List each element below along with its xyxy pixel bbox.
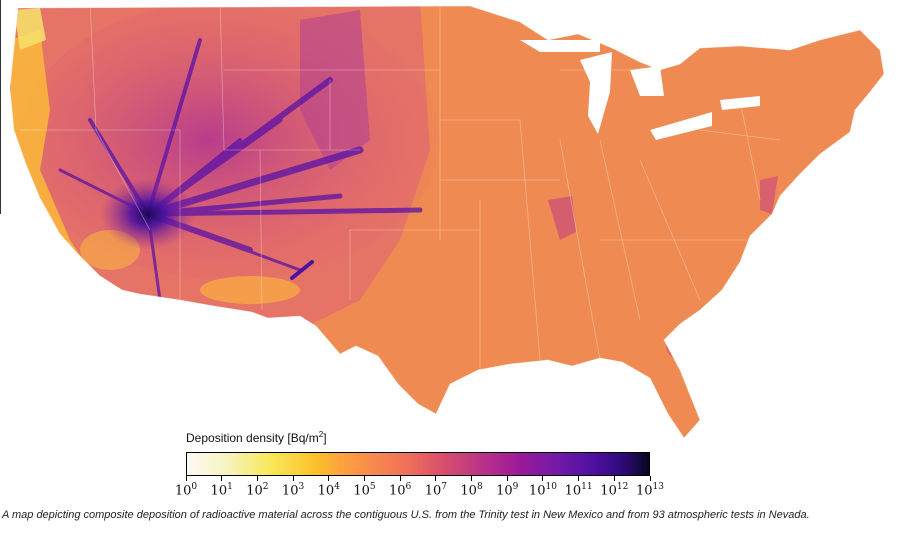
colorbar-tick-mark xyxy=(399,476,401,481)
colorbar-tick-mark xyxy=(649,476,651,481)
legend-title-sup: 2 xyxy=(318,430,324,439)
colorbar-tick-mark xyxy=(471,476,473,481)
colorbar-tick-label: 100 xyxy=(174,482,198,499)
legend-title: Deposition density [Bq/m2] xyxy=(186,430,327,445)
left-edge-line xyxy=(0,0,1,214)
colorbar-tick-mark xyxy=(542,476,544,481)
colorbar-tick-label: 109 xyxy=(496,482,519,499)
colorbar-tick-mark xyxy=(613,476,615,481)
colorbar-tick-label: 1011 xyxy=(564,482,593,499)
colorbar-tick-label: 104 xyxy=(317,482,340,499)
us-outline xyxy=(9,5,885,439)
legend-title-text: Deposition density [Bq/m xyxy=(186,431,319,445)
colorbar-tick-label: 108 xyxy=(460,482,483,499)
colorbar-tick-mark xyxy=(256,476,258,481)
colorbar-tick-label: 105 xyxy=(353,482,376,499)
colorbar-tick-mark xyxy=(328,476,330,481)
colorbar-tick-label: 102 xyxy=(246,482,269,499)
legend-title-end: ] xyxy=(323,431,327,445)
colorbar-tick-label: 1013 xyxy=(636,482,664,499)
colorbar-tick-mark xyxy=(185,476,187,481)
colorbar xyxy=(186,452,650,476)
colorbar-tick-mark xyxy=(578,476,580,481)
us-map-svg xyxy=(9,5,885,439)
state-borders xyxy=(20,6,781,370)
colorbar-tick-mark xyxy=(221,476,223,481)
great-lakes xyxy=(520,40,760,140)
colorbar-tick-label: 103 xyxy=(281,482,305,499)
colorbar-tick-mark xyxy=(435,476,437,481)
ground-zero-nevada xyxy=(100,178,196,250)
colorbar-tick-label: 1010 xyxy=(528,482,557,499)
colorbar-tick-label: 101 xyxy=(210,482,233,499)
colorbar-tick-mark xyxy=(292,476,294,481)
colorbar-tick-label: 1012 xyxy=(600,482,629,499)
colorbar-tick-label: 106 xyxy=(389,482,412,499)
map-caption: A map depicting composite deposition of … xyxy=(2,509,810,521)
colorbar-tick-mark xyxy=(363,476,365,481)
colorbar-tick-mark xyxy=(506,476,508,481)
colorbar-tick-label: 107 xyxy=(424,482,447,499)
deposition-map xyxy=(9,5,885,439)
